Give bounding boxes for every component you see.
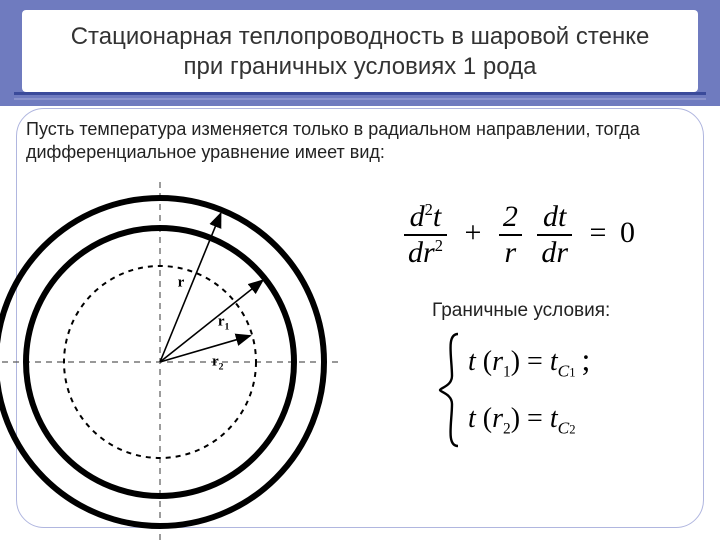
label-r: r — [178, 275, 185, 291]
main-equation: d2t dr2 + 2 r dt dr = 0 — [400, 200, 710, 280]
eq-dr1: dr — [408, 236, 435, 269]
eq-exp2: 2 — [435, 236, 443, 255]
eq-eq: = — [590, 216, 607, 249]
page-title: Стационарная теплопроводность в шаровой … — [22, 10, 698, 92]
eq-zero: 0 — [620, 216, 635, 249]
bc-row-2: t (r2) = tC2 — [468, 405, 590, 437]
divider-thin — [14, 98, 706, 100]
left-brace-icon — [436, 330, 464, 450]
eq-two: 2 — [499, 200, 522, 236]
boundary-conditions: t (r1) = tC1; t (r2) = tC2 — [436, 330, 696, 480]
intro-text: Пусть температура изменяется только в ра… — [26, 118, 686, 163]
divider-thick — [14, 92, 706, 95]
label-r1: r1 — [218, 313, 230, 332]
eq-t1: t — [433, 200, 441, 233]
arrow-r — [160, 213, 221, 362]
arrow-r2 — [160, 336, 250, 362]
eq-dt: dt — [537, 200, 572, 236]
bc-label: Граничные условия: — [432, 300, 610, 322]
eq-dr2: dr — [537, 236, 572, 270]
sphere-diagram: r r1 r2 — [0, 172, 350, 552]
label-r2: r2 — [212, 354, 224, 373]
slide: Стационарная теплопроводность в шаровой … — [0, 0, 720, 540]
eq-r: r — [499, 236, 522, 270]
eq-exp1: 2 — [425, 200, 433, 219]
bc-row-1: t (r1) = tC1; — [468, 343, 590, 380]
eq-d1: d — [410, 200, 425, 233]
eq-plus: + — [464, 216, 481, 249]
